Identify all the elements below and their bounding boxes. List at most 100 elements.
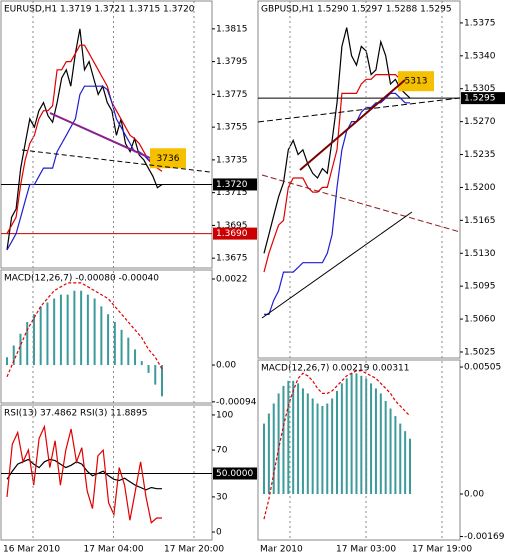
histogram-bar: [53, 298, 56, 366]
histogram-bar: [19, 333, 22, 366]
histogram-bar: [59, 294, 62, 366]
histogram-bar: [399, 423, 402, 494]
histogram-bar: [39, 306, 42, 366]
y-tick-label: 1.3675: [216, 254, 248, 264]
series-line: [263, 74, 411, 273]
histogram-bar: [316, 403, 319, 494]
y-tick-label: 1.5270: [464, 117, 496, 127]
y-tick-label: 70: [216, 446, 228, 456]
series-line: [6, 282, 163, 378]
histogram-bar: [80, 290, 83, 366]
y-tick-label: 1.5025: [464, 347, 496, 357]
histogram-bar: [140, 361, 143, 366]
x-tick-label: 17 Mar 04:00: [84, 545, 144, 555]
x-tick-label: 17 Mar 03:00: [336, 545, 396, 555]
histogram-bar: [26, 322, 29, 366]
histogram-bar: [147, 365, 150, 373]
histogram-bar: [267, 413, 270, 494]
y-tick-label: 100: [216, 410, 233, 420]
panel-title: MACD(12,26,7) 0.00219 0.00311: [261, 364, 410, 374]
y-tick-label: 1.5060: [464, 315, 496, 325]
histogram-bar: [311, 398, 314, 494]
histogram-bar: [154, 365, 157, 385]
histogram-bar: [301, 388, 304, 494]
annotation-text: 3736: [157, 154, 180, 164]
level-label-box: [213, 467, 257, 480]
series-line: [6, 28, 163, 251]
histogram-bar: [73, 290, 76, 366]
histogram-bar: [66, 294, 69, 366]
histogram-bar: [389, 408, 392, 494]
y-tick-label: 1.5200: [464, 183, 496, 193]
y-tick-label: 30: [216, 492, 228, 502]
y-tick-label: -0.00094: [216, 397, 257, 407]
trend-line: [261, 174, 461, 233]
series-line: [263, 370, 411, 520]
histogram-bar: [161, 365, 163, 397]
x-tick-label: 17 Mar 20:00: [164, 545, 224, 555]
histogram-bar: [287, 380, 290, 494]
annotation-text: 5313: [405, 77, 428, 87]
level-label: 50.0000: [216, 469, 253, 479]
y-tick-label: 0: [216, 528, 222, 538]
level-label-box: [213, 227, 257, 240]
y-tick-label: 0.00505: [464, 363, 501, 373]
y-tick-label: 1.5375: [464, 18, 496, 28]
y-tick-label: 1.3795: [216, 57, 248, 67]
series-line: [6, 424, 162, 524]
trend-line: [49, 112, 151, 159]
y-tick-label: 1.5130: [464, 249, 496, 259]
histogram-bar: [384, 400, 387, 494]
series-line: [6, 44, 163, 234]
histogram-bar: [336, 390, 338, 494]
panel-title: EURUSD,H1 1.3719 1.3721 1.3715 1.3720: [4, 5, 195, 15]
series-line: [264, 92, 410, 315]
histogram-bar: [127, 337, 130, 366]
y-tick-label: 1.3775: [216, 90, 248, 100]
x-tick-label: 17 Mar 19:00: [412, 545, 472, 555]
histogram-bar: [282, 385, 285, 494]
histogram-bar: [86, 294, 89, 366]
y-tick-label: -0.00169: [464, 532, 505, 542]
histogram-bar: [107, 314, 110, 366]
histogram-bar: [345, 378, 348, 494]
y-tick-label: 1.5340: [464, 51, 496, 61]
histogram-bar: [134, 349, 137, 366]
histogram-bar: [277, 393, 280, 494]
histogram-bar: [331, 398, 334, 494]
histogram-bar: [370, 383, 373, 494]
panel-frame: [0, 269, 213, 404]
y-tick-label: 0.00: [464, 489, 484, 499]
histogram-bar: [32, 314, 35, 366]
histogram-bar: [321, 406, 324, 494]
panel-title: RSI(13) 37.4862 RSI(3) 11.8895: [4, 409, 147, 419]
panel-frame: [257, 359, 461, 541]
trend-line: [299, 79, 406, 171]
histogram-bar: [100, 306, 103, 366]
histogram-bar: [374, 388, 377, 494]
annotation-box: [150, 148, 186, 169]
histogram-bar: [272, 403, 275, 494]
panel-frame: [257, 0, 461, 359]
histogram-bar: [12, 345, 15, 366]
histogram-bar: [297, 383, 300, 494]
histogram-bar: [93, 298, 96, 366]
histogram-bar: [46, 302, 49, 366]
x-tick-label: 16 Mar 2010: [3, 545, 60, 555]
y-tick-label: 1.3755: [216, 123, 248, 133]
histogram-bar: [113, 322, 116, 366]
y-tick-label: 0.0022: [216, 274, 248, 284]
level-label: 1.3690: [216, 229, 248, 239]
trend-line: [257, 97, 461, 123]
y-tick-label: 0.00: [216, 361, 236, 371]
panel-frame: [0, 0, 213, 269]
panel-frame: [0, 404, 213, 541]
annotation-box: [398, 71, 434, 92]
level-label-box: [461, 92, 505, 105]
level-label-box: [213, 178, 257, 191]
y-tick-label: 1.5235: [464, 150, 496, 160]
level-label: 1.3720: [216, 180, 248, 190]
histogram-bar: [409, 438, 411, 494]
histogram-bar: [263, 423, 265, 494]
